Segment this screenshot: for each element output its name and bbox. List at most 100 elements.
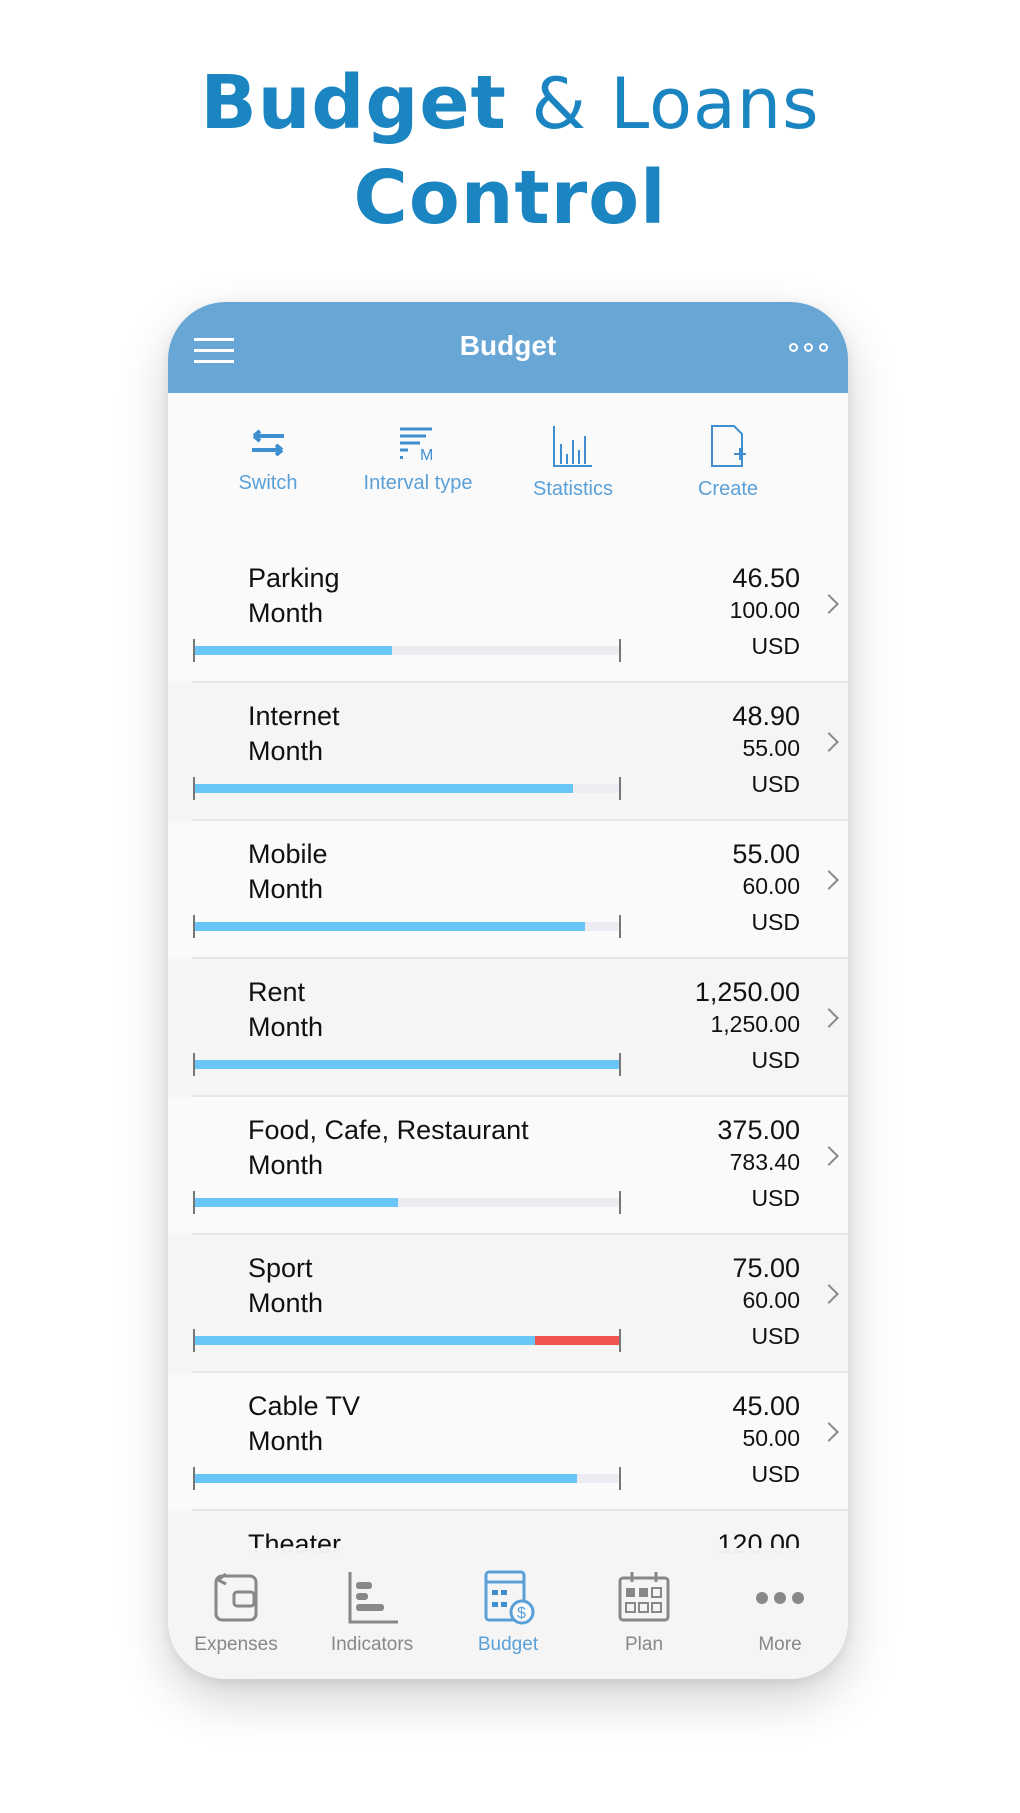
row-divider bbox=[192, 681, 848, 683]
tab-expenses[interactable]: Expenses bbox=[168, 1570, 304, 1656]
budget-row[interactable]: Internet Month 48.90 55.00 USD bbox=[168, 683, 848, 821]
tab-plan[interactable]: Plan bbox=[576, 1570, 712, 1656]
budget-name: Cable TV bbox=[248, 1391, 361, 1421]
tab-label: Expenses bbox=[194, 1634, 278, 1655]
progress-start-tick bbox=[193, 915, 195, 938]
tab-budget[interactable]: $ Budget bbox=[440, 1570, 576, 1656]
budget-limit: 55.00 bbox=[742, 735, 800, 761]
budget-spent: 1,250.00 bbox=[694, 977, 800, 1007]
budget-spent: 55.00 bbox=[732, 839, 800, 869]
more-dots-icon[interactable] bbox=[789, 343, 828, 352]
create-document-icon bbox=[711, 425, 746, 467]
row-divider bbox=[192, 1509, 848, 1511]
switch-label: Switch bbox=[238, 472, 298, 494]
tab-indicators[interactable]: Indicators bbox=[304, 1570, 440, 1656]
budget-name: Rent bbox=[248, 977, 306, 1007]
interval-type-button[interactable]: M Interval type bbox=[348, 426, 488, 495]
progress-end-tick bbox=[619, 1467, 621, 1490]
budget-period: Month bbox=[248, 1288, 324, 1318]
progress-end-tick bbox=[619, 1053, 621, 1076]
progress-start-tick bbox=[193, 639, 195, 662]
expenses-wallet-icon bbox=[214, 1572, 258, 1622]
progress-end-tick bbox=[619, 777, 621, 800]
statistics-label: Statistics bbox=[532, 478, 614, 500]
budget-spent: 48.90 bbox=[732, 701, 800, 731]
budget-row[interactable]: Sport Month 75.00 60.00 USD bbox=[168, 1235, 848, 1373]
statistics-icon bbox=[553, 426, 592, 467]
budget-period: Month bbox=[248, 736, 324, 766]
progress-start-tick bbox=[193, 1191, 195, 1214]
progress-start-tick bbox=[193, 1053, 195, 1076]
budget-progress-bar bbox=[193, 1053, 621, 1076]
budget-row[interactable]: Mobile Month 55.00 60.00 USD bbox=[168, 821, 848, 959]
plan-calendar-icon bbox=[618, 1572, 670, 1622]
budget-name: Parking bbox=[248, 563, 340, 593]
budget-progress-bar bbox=[193, 1467, 621, 1490]
budget-limit: 60.00 bbox=[742, 1287, 800, 1313]
budget-row[interactable]: Rent Month 1,250.00 1,250.00 USD bbox=[168, 959, 848, 1097]
tab-label: Plan bbox=[624, 1634, 664, 1655]
budget-period: Month bbox=[248, 874, 324, 904]
create-button[interactable]: Create bbox=[658, 424, 798, 501]
budget-limit: 100.00 bbox=[729, 597, 800, 623]
progress-start-tick bbox=[193, 777, 195, 800]
budget-progress-bar bbox=[193, 639, 621, 662]
row-divider bbox=[192, 1095, 848, 1097]
interval-type-label: Interval type bbox=[363, 472, 473, 494]
tab-more[interactable]: More bbox=[712, 1570, 848, 1656]
row-divider bbox=[192, 1371, 848, 1373]
chevron-right-icon bbox=[819, 1422, 839, 1442]
budget-row[interactable]: Cable TV Month 45.00 50.00 USD bbox=[168, 1373, 848, 1511]
promo-title-line1: Budget & Loans bbox=[0, 60, 1020, 146]
page-title: Budget bbox=[459, 330, 557, 361]
create-label: Create bbox=[697, 478, 759, 500]
budget-limit: 1,250.00 bbox=[710, 1011, 800, 1037]
progress-end-tick bbox=[619, 1191, 621, 1214]
budget-spent: 375.00 bbox=[717, 1115, 800, 1145]
more-icon bbox=[756, 1592, 804, 1604]
overspent-fill bbox=[534, 1336, 620, 1345]
bottom-tab-bar: Expenses Indicators $ Budget Plan More bbox=[168, 1548, 848, 1679]
progress-fill bbox=[194, 922, 585, 931]
progress-end-tick bbox=[619, 639, 621, 662]
svg-text:M: M bbox=[420, 447, 433, 462]
promo-bold: Budget bbox=[200, 60, 507, 146]
budget-name: Internet bbox=[248, 701, 340, 731]
budget-currency: USD bbox=[751, 909, 800, 935]
tab-label: Indicators bbox=[330, 1634, 414, 1655]
indicators-chart-icon bbox=[348, 1572, 398, 1624]
hamburger-icon[interactable] bbox=[194, 338, 234, 363]
phone-screen: Budget Switch M Interval type Statistics… bbox=[168, 302, 848, 1679]
budget-currency: USD bbox=[751, 1461, 800, 1487]
budget-currency: USD bbox=[751, 1185, 800, 1211]
statistics-button[interactable]: Statistics bbox=[503, 426, 643, 501]
budget-limit: 50.00 bbox=[742, 1425, 800, 1451]
progress-end-tick bbox=[619, 1329, 621, 1352]
row-divider bbox=[192, 957, 848, 959]
promo-light: & Loans bbox=[531, 63, 820, 145]
row-divider bbox=[192, 1233, 848, 1235]
progress-fill bbox=[194, 646, 393, 655]
progress-fill bbox=[194, 784, 573, 793]
promo-title-line2: Control bbox=[353, 155, 667, 241]
svg-text:$: $ bbox=[517, 1605, 526, 1622]
progress-start-tick bbox=[193, 1329, 195, 1352]
switch-button[interactable]: Switch bbox=[208, 426, 328, 495]
progress-start-tick bbox=[193, 1467, 195, 1490]
budget-currency: USD bbox=[751, 633, 800, 659]
progress-end-tick bbox=[619, 915, 621, 938]
budget-progress-bar bbox=[193, 915, 621, 938]
budget-limit: 783.40 bbox=[729, 1149, 800, 1175]
budget-progress-bar bbox=[193, 1329, 621, 1352]
chevron-right-icon bbox=[819, 1284, 839, 1304]
app-header: Budget bbox=[168, 302, 848, 393]
progress-fill bbox=[194, 1336, 535, 1345]
budget-row[interactable]: Food, Cafe, Restaurant Month 375.00 783.… bbox=[168, 1097, 848, 1235]
budget-limit: 60.00 bbox=[742, 873, 800, 899]
budget-progress-bar bbox=[193, 777, 621, 800]
budget-spent: 75.00 bbox=[732, 1253, 800, 1283]
interval-type-icon: M bbox=[400, 427, 433, 462]
budget-currency: USD bbox=[751, 771, 800, 797]
budget-currency: USD bbox=[751, 1047, 800, 1073]
budget-row[interactable]: Parking Month 46.50 100.00 USD bbox=[168, 545, 848, 683]
